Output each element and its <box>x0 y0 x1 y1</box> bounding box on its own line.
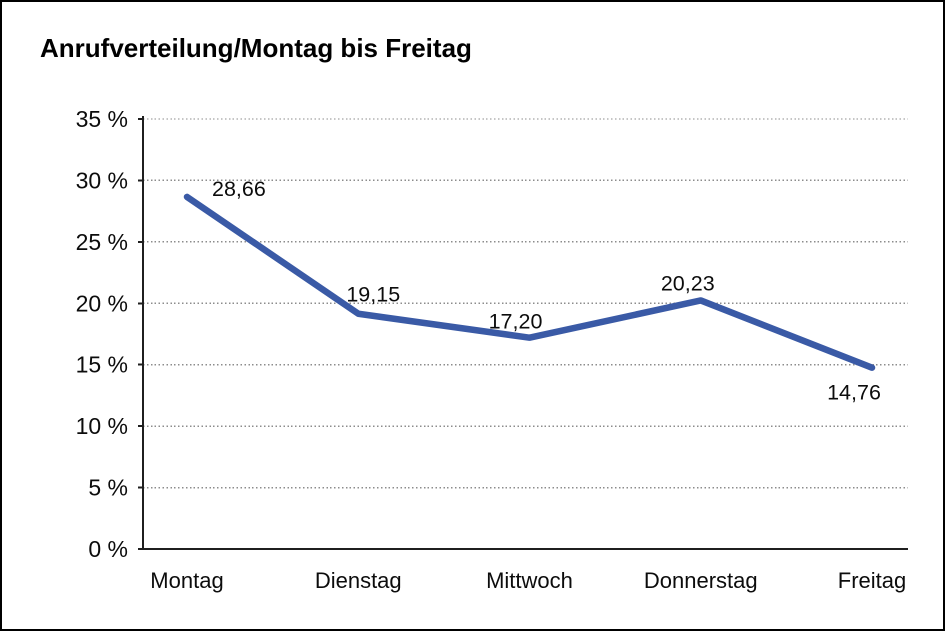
y-tick-label: 25 % <box>76 229 128 255</box>
series-line <box>183 193 876 371</box>
y-tick-label: 35 % <box>76 106 128 132</box>
x-category-label: Donnerstag <box>644 568 758 593</box>
data-label: 14,76 <box>827 381 881 405</box>
x-category-label: Mittwoch <box>486 568 573 593</box>
data-label: 20,23 <box>661 271 715 295</box>
y-tick-label: 15 % <box>76 352 128 378</box>
y-tick-label: 5 % <box>88 475 128 501</box>
y-tick-label: 20 % <box>76 290 128 316</box>
x-category-label: Montag <box>150 568 223 593</box>
chart-title: Anrufverteilung/Montag bis Freitag <box>40 33 472 63</box>
x-category-label: Freitag <box>838 568 906 593</box>
y-tick-label: 0 % <box>88 536 128 562</box>
y-tick-label: 10 % <box>76 413 128 439</box>
data-label: 19,15 <box>346 283 400 307</box>
data-label: 28,66 <box>212 177 266 201</box>
y-tick-label: 30 % <box>76 167 128 193</box>
x-category-label: Dienstag <box>315 568 402 593</box>
data-label: 17,20 <box>489 310 543 334</box>
